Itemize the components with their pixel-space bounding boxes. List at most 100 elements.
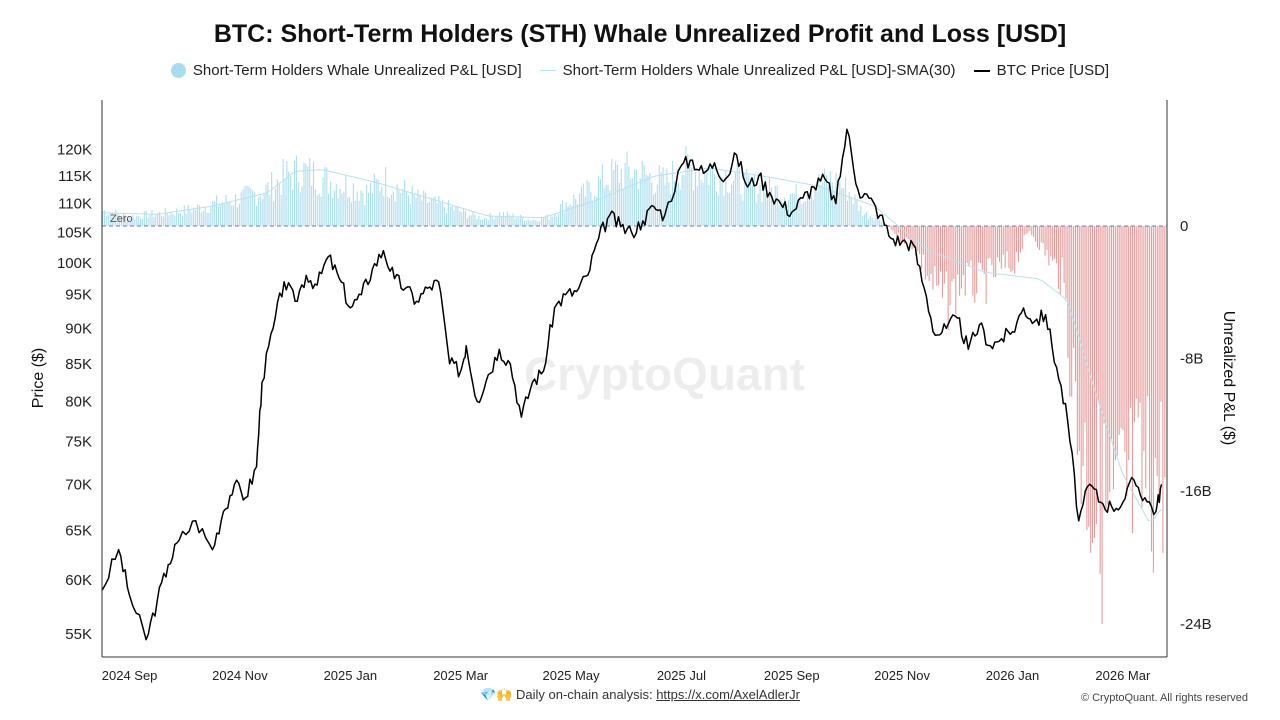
pnl-bar (558, 214, 560, 226)
pnl-bar (1111, 225, 1113, 440)
pnl-bar (324, 167, 326, 226)
pnl-bar (1080, 225, 1082, 505)
left-tick-label: 75K (65, 433, 92, 450)
pnl-bar (580, 186, 582, 226)
pnl-bar (447, 199, 449, 226)
pnl-bar (713, 174, 715, 226)
pnl-bar (550, 216, 552, 226)
legend-item-pnl[interactable]: Short-Term Holders Whale Unrealized P&L … (170, 62, 522, 79)
pnl-bar (328, 193, 330, 226)
pnl-bar (989, 225, 991, 258)
pnl-bar (803, 201, 805, 226)
pnl-bar (689, 163, 691, 226)
pnl-bar (981, 225, 983, 270)
pnl-bar (668, 182, 670, 226)
legend-item-price[interactable]: BTC Price [USD] (973, 62, 1109, 79)
pnl-bar (647, 175, 649, 226)
pnl-bar (164, 207, 166, 226)
pnl-bar (276, 179, 278, 226)
footer-link[interactable]: https://x.com/AxelAdlerJr (656, 687, 800, 702)
x-tick-label: 2025 Sep (764, 668, 820, 683)
left-tick-label: 110K (58, 196, 92, 213)
pnl-bar (1141, 225, 1143, 508)
pnl-bar (1158, 225, 1160, 501)
pnl-bar (900, 225, 902, 242)
pnl-bar (997, 225, 999, 258)
pnl-bar (812, 199, 814, 226)
pnl-bar (480, 219, 482, 226)
pnl-bar (537, 221, 539, 226)
pnl-bar (362, 193, 364, 226)
pnl-bar (383, 195, 385, 226)
pnl-bar (307, 166, 309, 226)
pnl-bar (474, 214, 476, 226)
pnl-bar (860, 205, 862, 226)
pnl-bar (1133, 225, 1135, 423)
pnl-bar (903, 225, 906, 244)
pnl-bar (499, 212, 501, 226)
pnl-bar (839, 181, 841, 226)
pnl-bar (463, 208, 465, 226)
pnl-bar (864, 214, 866, 226)
pnl-bar (341, 193, 343, 226)
legend-item-sma[interactable]: Short-Term Holders Whale Unrealized P&L … (539, 62, 956, 79)
pnl-bar (282, 159, 284, 226)
pnl-bar (312, 161, 315, 226)
pnl-bar (261, 199, 263, 226)
pnl-bar (601, 164, 603, 226)
pnl-bar (778, 205, 780, 226)
pnl-bar (584, 196, 586, 226)
pnl-bar (350, 202, 353, 226)
pnl-bar (1131, 225, 1134, 534)
pnl-bar (520, 214, 522, 226)
pnl-bar (896, 225, 898, 237)
pnl-bar (609, 190, 611, 226)
pnl-bar (1128, 225, 1130, 460)
pnl-bar (677, 182, 679, 226)
pnl-bar (826, 175, 828, 226)
pnl-bar (915, 225, 917, 256)
pnl-bar (751, 184, 753, 226)
pnl-bar (539, 221, 541, 226)
pnl-bar (957, 225, 959, 275)
pnl-bar (833, 190, 835, 226)
pnl-bar (371, 193, 373, 226)
pnl-bar (757, 193, 759, 226)
pnl-bar (1145, 225, 1147, 489)
pnl-bar (666, 168, 668, 226)
pnl-bar (656, 184, 658, 226)
pnl-bar (187, 205, 189, 226)
pnl-bar (816, 191, 818, 226)
pnl-bar (157, 213, 159, 226)
pnl-bar (373, 173, 375, 226)
pnl-bar (966, 225, 968, 264)
pnl-bar (178, 213, 180, 226)
pnl-bar (506, 211, 508, 226)
pnl-bar (368, 192, 370, 226)
pnl-bar (651, 182, 653, 226)
pnl-bar (634, 169, 636, 226)
pnl-bar (805, 201, 807, 226)
pnl-bar (529, 220, 531, 226)
pnl-bar (563, 212, 565, 226)
pnl-bar (225, 194, 227, 226)
pnl-bar (206, 212, 208, 226)
pnl-bar (265, 184, 267, 226)
pnl-bar (749, 178, 752, 226)
pnl-bar (898, 225, 900, 233)
pnl-bar (419, 195, 421, 226)
pnl-bar (107, 214, 109, 226)
pnl-bar (271, 171, 273, 226)
pnl-bar (867, 218, 869, 226)
pnl-bar (1071, 225, 1073, 397)
pnl-bar (337, 198, 339, 226)
pnl-bar (489, 212, 491, 226)
pnl-bar (837, 192, 839, 226)
pnl-bar (717, 195, 719, 226)
pnl-bar (360, 190, 362, 226)
pnl-bar (1107, 225, 1109, 505)
pnl-bar (464, 210, 467, 226)
pnl-bar (960, 225, 963, 289)
pnl-bar (143, 211, 145, 226)
pnl-bar (138, 215, 140, 226)
